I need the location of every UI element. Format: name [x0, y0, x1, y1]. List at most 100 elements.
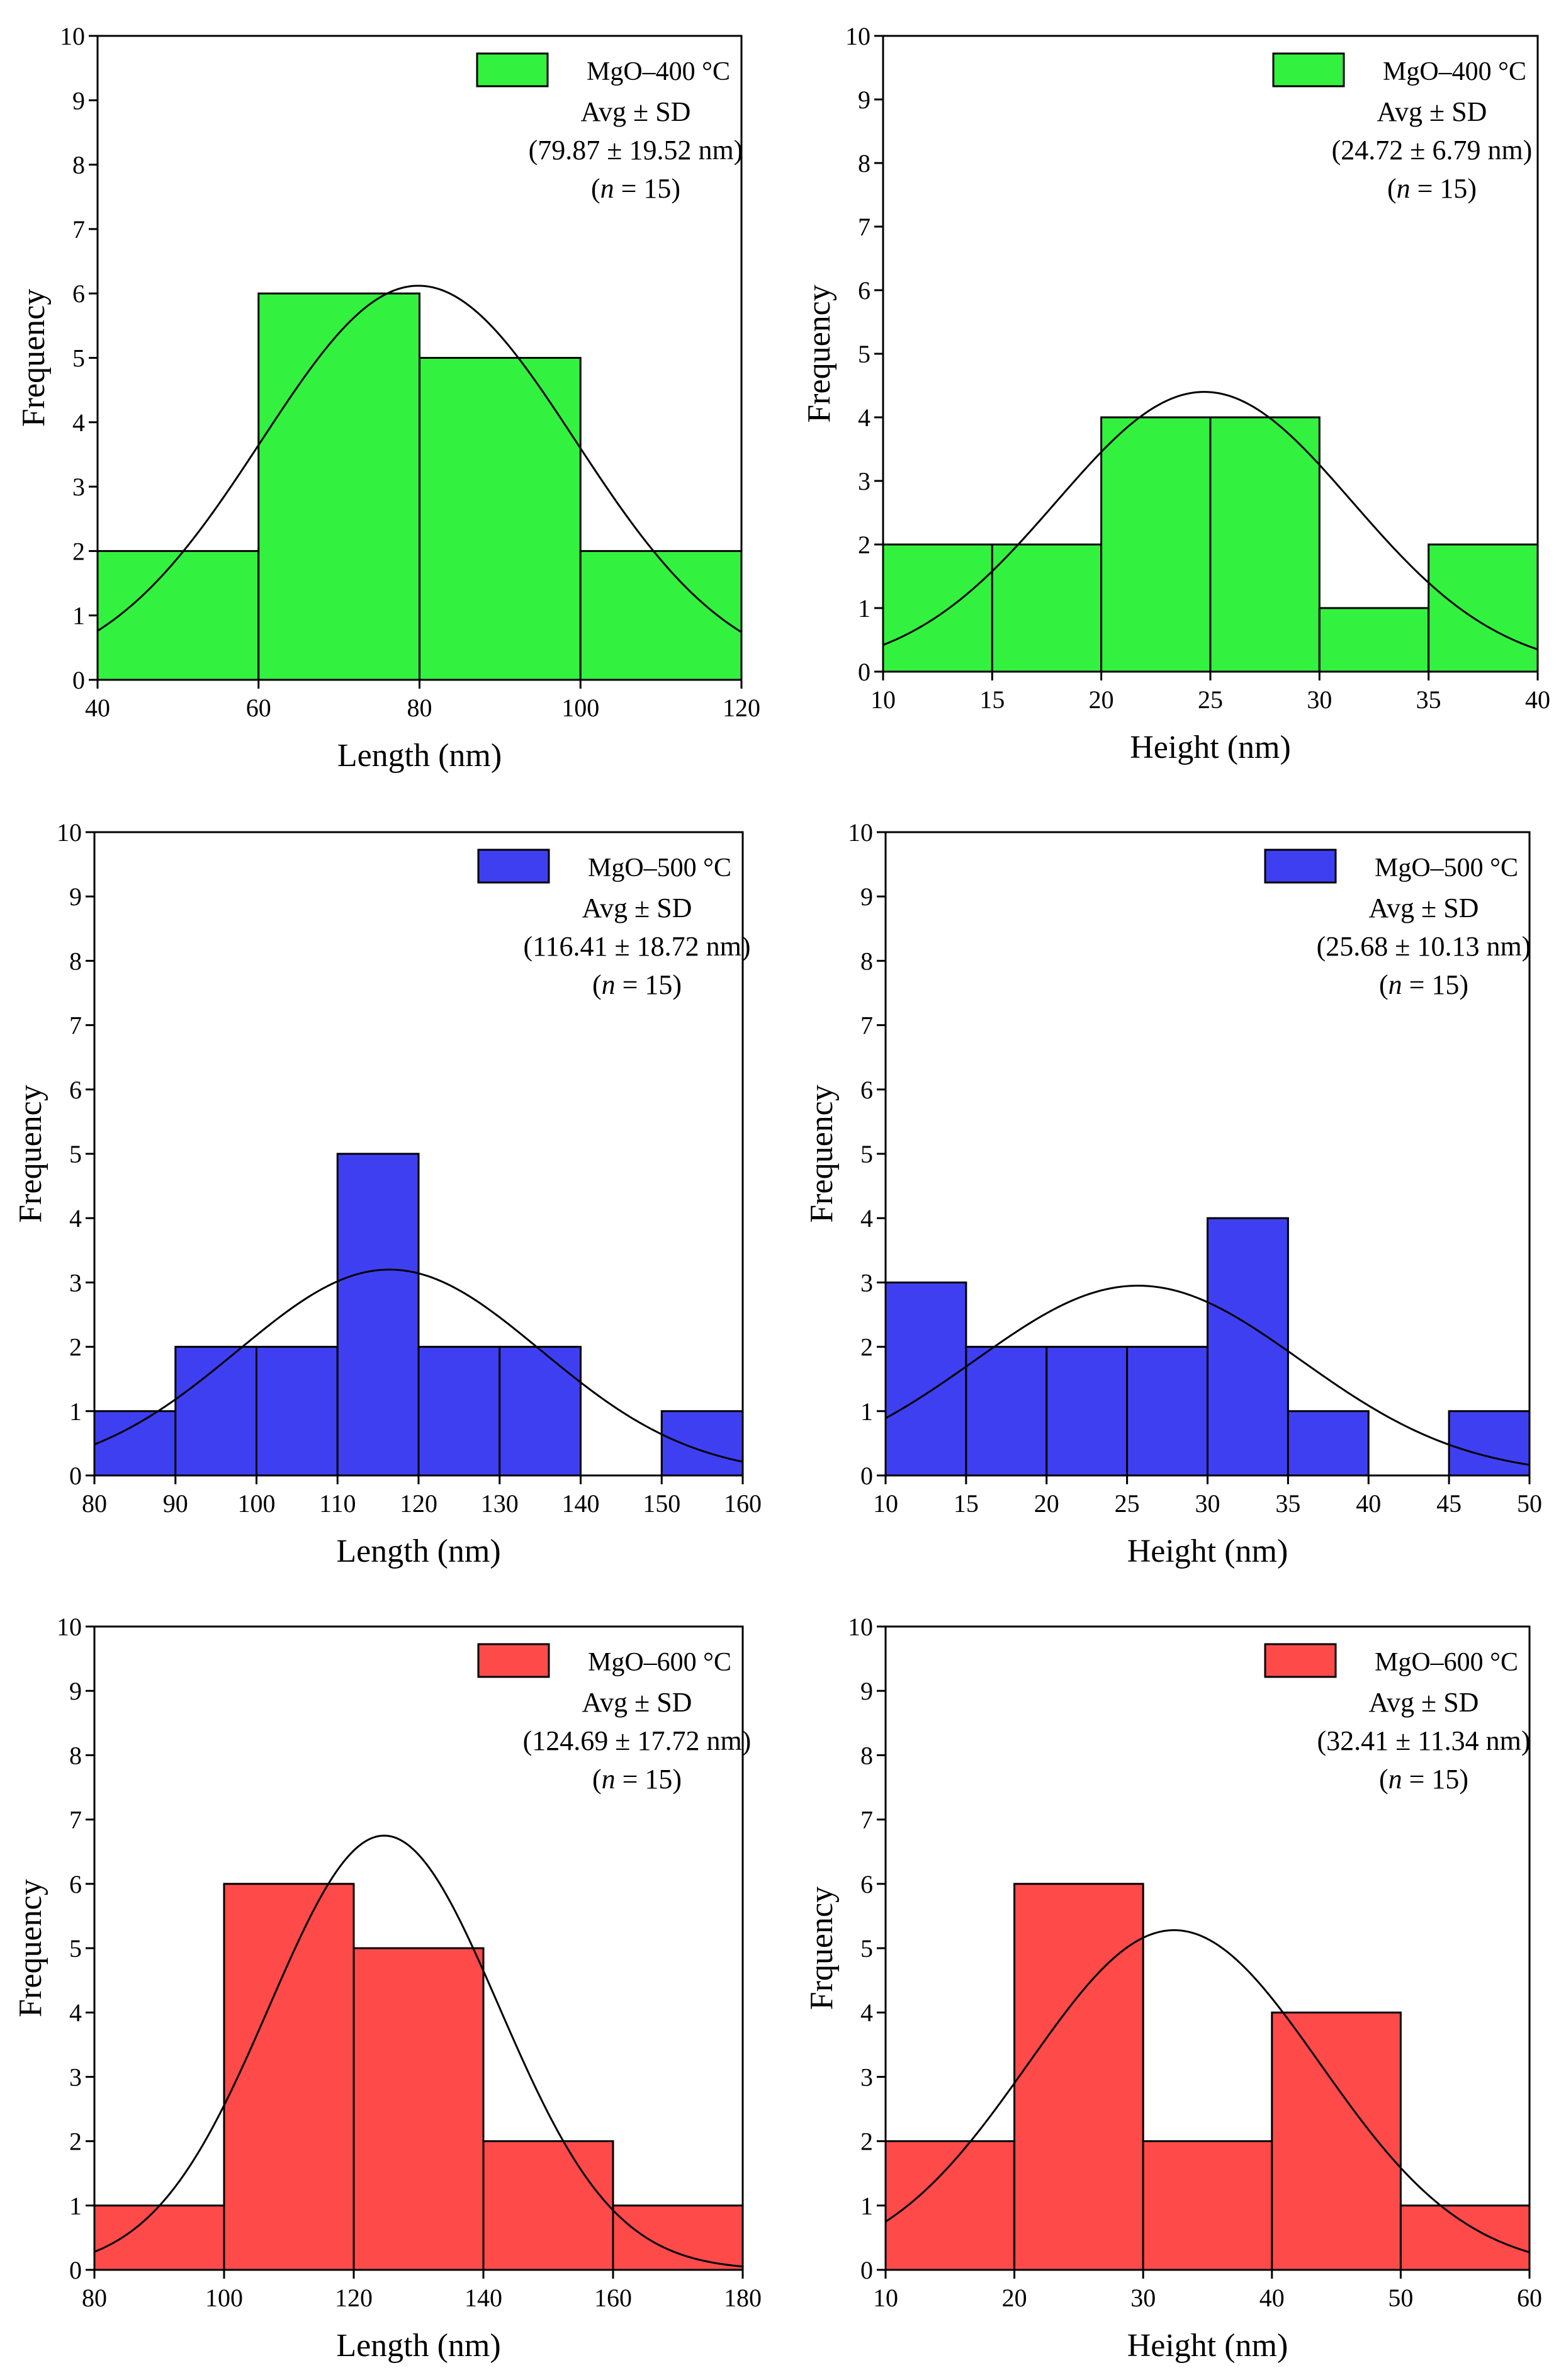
y-tick-label: 8 [69, 1741, 82, 1769]
histogram-bar [96, 550, 260, 681]
histogram-bar [1399, 2204, 1531, 2271]
histogram-bar [1271, 2011, 1402, 2271]
y-tick-label: 4 [858, 403, 870, 432]
y-tick-label: 7 [860, 1806, 873, 1834]
legend: MgO–500 °C [1264, 849, 1518, 884]
x-tick-label: 30 [1307, 685, 1332, 714]
stats-mean-sd: (116.41 ± 18.72 nm) [523, 931, 750, 962]
x-axis-title: Height (nm) [1130, 730, 1291, 765]
y-tick-label: 6 [72, 279, 85, 308]
y-tick-label: 1 [72, 602, 85, 630]
histogram-bar [1100, 416, 1212, 673]
legend-label: MgO–400 °C [1383, 57, 1526, 86]
x-tick-label: 60 [1517, 2284, 1542, 2312]
y-tick-label: 3 [69, 1268, 82, 1297]
stats-sample-size: (n = 15) [592, 1764, 682, 1795]
x-axis-title: Height (nm) [1127, 2328, 1288, 2364]
legend-swatch [1264, 1643, 1337, 1678]
histogram-bar [612, 2204, 744, 2271]
legend-swatch [476, 52, 549, 87]
y-tick-label: 2 [69, 2128, 82, 2156]
stats-n-prefix: ( [1379, 1764, 1389, 1795]
x-axis-title: Length (nm) [336, 2328, 500, 2364]
y-axis-title: Frquency [804, 1887, 840, 2010]
histogram-bar [660, 1410, 744, 1477]
stats-n-suffix: = 15) [1402, 1764, 1468, 1795]
histogram-panel-5: 80 100 120 140 160 180 0 1 2 3 4 5 6 7 8 9 10 Length (nm)… [13, 1613, 762, 2364]
histogram-panel-1: 40 60 80 100 120 0 1 2 3 4 5 6 7 8 9 10 Length (nm) Frequ… [16, 22, 760, 774]
y-tick-label: 5 [860, 1140, 873, 1168]
y-tick-label: 10 [848, 1613, 873, 1641]
y-tick-label: 2 [860, 1333, 873, 1362]
y-axis-title: Frequency [804, 1085, 840, 1222]
legend-swatch [477, 1643, 550, 1678]
y-tick-label: 10 [848, 818, 873, 847]
histogram-bar [1013, 1883, 1144, 2271]
stats-mean-sd: (32.41 ± 11.34 nm) [1317, 1725, 1530, 1756]
legend-label: MgO–500 °C [588, 854, 731, 883]
y-tick-label: 5 [858, 340, 870, 368]
histogram-bar [882, 543, 993, 673]
y-tick-label: 4 [72, 409, 85, 437]
x-tick-label: 100 [238, 1489, 276, 1518]
x-tick-label: 15 [979, 685, 1005, 714]
y-tick-label: 9 [69, 883, 82, 911]
y-tick-label: 1 [858, 594, 870, 623]
y-tick-label: 10 [57, 818, 82, 847]
x-tick-label: 120 [400, 1489, 437, 1518]
y-tick-label: 9 [72, 86, 85, 115]
y-tick-label: 9 [69, 1677, 82, 1705]
stats-sample-size: (n = 15) [1379, 1764, 1468, 1795]
x-tick-label: 25 [1115, 1489, 1140, 1518]
x-tick-label: 160 [594, 2284, 632, 2312]
y-tick-label: 4 [860, 1204, 873, 1232]
stats-sample-size: (n = 15) [592, 969, 682, 1000]
histogram-panel-2: 10 15 20 25 30 35 40 0 1 2 3 4 5 6 7 8 9 10 Height (nm) Fre… [801, 22, 1550, 765]
y-tick-label: 0 [69, 1462, 82, 1490]
y-tick-label: 3 [69, 2063, 82, 2091]
y-tick-label: 2 [69, 1333, 82, 1362]
histogram-bar [417, 1346, 501, 1477]
stats-sample-size: (n = 15) [1387, 173, 1477, 204]
stats-mean-sd: (25.68 ± 10.13 nm) [1317, 931, 1531, 962]
x-tick-label: 130 [481, 1489, 519, 1518]
histogram-bar [419, 357, 582, 681]
y-tick-label: 9 [860, 883, 873, 911]
histogram-bar [256, 1346, 339, 1477]
stats-heading: Avg ± SD [582, 893, 692, 923]
x-tick-label: 40 [1356, 1489, 1381, 1518]
x-axis-title: Length (nm) [337, 738, 502, 774]
x-tick-label: 10 [870, 685, 896, 714]
histogram-panel-3: 80 90 100 110 120 130 140 150 160 0 1 2 3 4 5 6 7 8 9 10 Len… [13, 818, 762, 1569]
stats-n-suffix: = 15) [1411, 173, 1477, 204]
y-axis-title: Frequency [801, 285, 837, 422]
y-tick-label: 8 [72, 151, 85, 179]
x-tick-label: 90 [163, 1489, 188, 1518]
y-tick-label: 7 [860, 1012, 873, 1040]
histogram-bar [884, 2140, 1016, 2271]
stats-n-suffix: = 15) [1402, 969, 1468, 1000]
y-tick-label: 3 [860, 1268, 873, 1297]
normal-fit-curve [882, 391, 1538, 651]
y-tick-label: 8 [860, 947, 873, 975]
y-tick-label: 5 [69, 1934, 82, 1963]
stats-mean-sd: (79.87 ± 19.52 nm) [529, 135, 743, 166]
x-tick-label: 120 [335, 2284, 373, 2312]
y-tick-label: 4 [860, 1999, 873, 2027]
x-tick-label: 30 [1130, 2284, 1156, 2312]
histogram-bar [499, 1346, 582, 1477]
stats-heading: Avg ± SD [581, 96, 691, 127]
x-tick-label: 30 [1195, 1489, 1220, 1518]
histogram-bar [1209, 416, 1321, 673]
stats-mean-sd: (24.72 ± 6.79 nm) [1332, 135, 1533, 166]
y-tick-label: 1 [69, 2192, 82, 2220]
stats-heading: Avg ± SD [1369, 893, 1479, 923]
histogram-bar [174, 1346, 257, 1477]
histogram-bar [1045, 1346, 1129, 1477]
stats-mean-sd: (124.69 ± 17.72 nm) [523, 1725, 752, 1756]
x-tick-label: 40 [1525, 685, 1550, 714]
stats-n-prefix: ( [1379, 969, 1389, 1000]
stats-heading: Avg ± SD [582, 1687, 692, 1718]
y-axis-title: Frequency [13, 1879, 48, 2017]
